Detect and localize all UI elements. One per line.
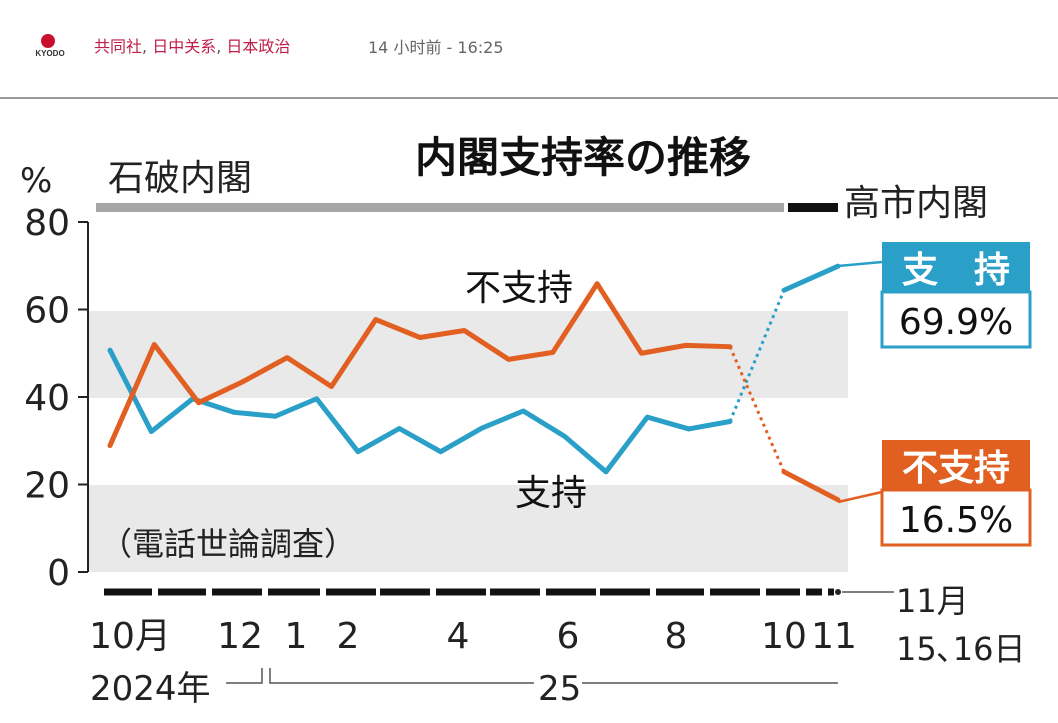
y-unit-label: % <box>20 161 52 201</box>
x-tick-label: 4 <box>447 616 470 657</box>
approve-box-title: 支 持 <box>902 250 1010 291</box>
approve-latest-value: 69.9% <box>899 302 1013 343</box>
x-end-label-month: 11月 <box>896 582 969 620</box>
cabinet-bar-takaichi <box>788 203 838 212</box>
x-tick-label: 10 <box>761 616 807 657</box>
survey-note: （電話世論調査） <box>100 525 356 563</box>
x-tick-label: 10月 <box>89 616 171 657</box>
cabinet-label-takaichi: 高市内閣 <box>844 183 988 224</box>
y-tick-label: 80 <box>24 203 70 244</box>
x-year-2024: 2024年 <box>90 669 211 709</box>
series-transition-approve <box>728 289 786 423</box>
x-tick-label: 8 <box>665 616 688 657</box>
x-axis <box>104 588 894 596</box>
cabinet-label-ishiba: 石破内閣 <box>108 158 252 199</box>
x-year-25: 25 <box>538 669 581 709</box>
series-line-approve-takaichi <box>781 263 841 293</box>
disapprove-latest-value: 16.5% <box>899 500 1013 541</box>
band-40-60 <box>88 311 848 398</box>
x-end-label-days: 15､16日 <box>896 630 1025 668</box>
series-line-disapprove-ishiba <box>107 281 733 449</box>
x-tick-label: 2 <box>337 616 360 657</box>
kyodo-logo[interactable]: KYODO <box>30 34 70 60</box>
x-tick-label: 11 <box>811 616 857 657</box>
x-tick-label: 6 <box>557 616 580 657</box>
y-ticks: 0 20 40 60 80 <box>24 203 88 594</box>
timestamp: 14 小时前 - 16:25 <box>368 38 504 57</box>
tag-link[interactable]: 共同社 <box>94 37 143 56</box>
series-group <box>107 263 841 503</box>
disapprove-box-title: 不支持 <box>902 448 1010 489</box>
approval-rate-chart: 0 20 40 60 80 % 内閣支持率の推移 石破内閣 高市内閣 不支持 支持 支 … <box>0 99 1058 719</box>
year-bracket-25-left <box>269 668 534 684</box>
cabinet-bar-ishiba <box>96 203 784 212</box>
y-tick-label: 0 <box>47 553 70 594</box>
approve-callout-connector <box>837 260 883 268</box>
y-tick-label: 60 <box>24 291 70 332</box>
x-tick-label: 1 <box>285 616 308 657</box>
x-tick-label: 12 <box>217 616 263 657</box>
approve-box-body <box>880 290 1032 349</box>
series-line-approve-ishiba <box>107 347 733 475</box>
series-line-disapprove-takaichi <box>781 469 841 503</box>
disapprove-callout-connector <box>837 490 883 504</box>
x-axis-end-dot <box>835 589 841 595</box>
tag-list: 共同社, 日中关系, 日本政治 <box>94 37 291 56</box>
approve-box-header <box>882 242 1030 292</box>
disapprove-box-header <box>882 440 1030 490</box>
chart-svg: 0 20 40 60 80 % 内閣支持率の推移 石破内閣 高市内閣 不支持 支持 支 … <box>20 133 1032 709</box>
label-approve: 支持 <box>515 473 587 514</box>
label-disapprove: 不支持 <box>465 268 573 309</box>
kyodo-logo-mark <box>41 34 55 48</box>
series-transition-disapprove <box>728 346 786 473</box>
x-labels: 10月 12 1 2 4 6 8 10 11 <box>89 616 857 657</box>
chart-title: 内閣支持率の推移 <box>415 133 751 182</box>
article-header: KYODO 共同社, 日中关系, 日本政治 14 小时前 - 16:25 <box>0 0 1058 99</box>
y-tick-label: 40 <box>24 378 70 419</box>
kyodo-logo-text: KYODO <box>35 49 65 58</box>
disapprove-box-body <box>880 488 1032 547</box>
y-tick-label: 20 <box>24 466 70 507</box>
band-0-20 <box>88 485 848 572</box>
tag-link[interactable]: 日中关系 <box>152 37 217 56</box>
tag-link[interactable]: 日本政治 <box>226 37 291 56</box>
year-bracket-2024 <box>226 668 263 684</box>
